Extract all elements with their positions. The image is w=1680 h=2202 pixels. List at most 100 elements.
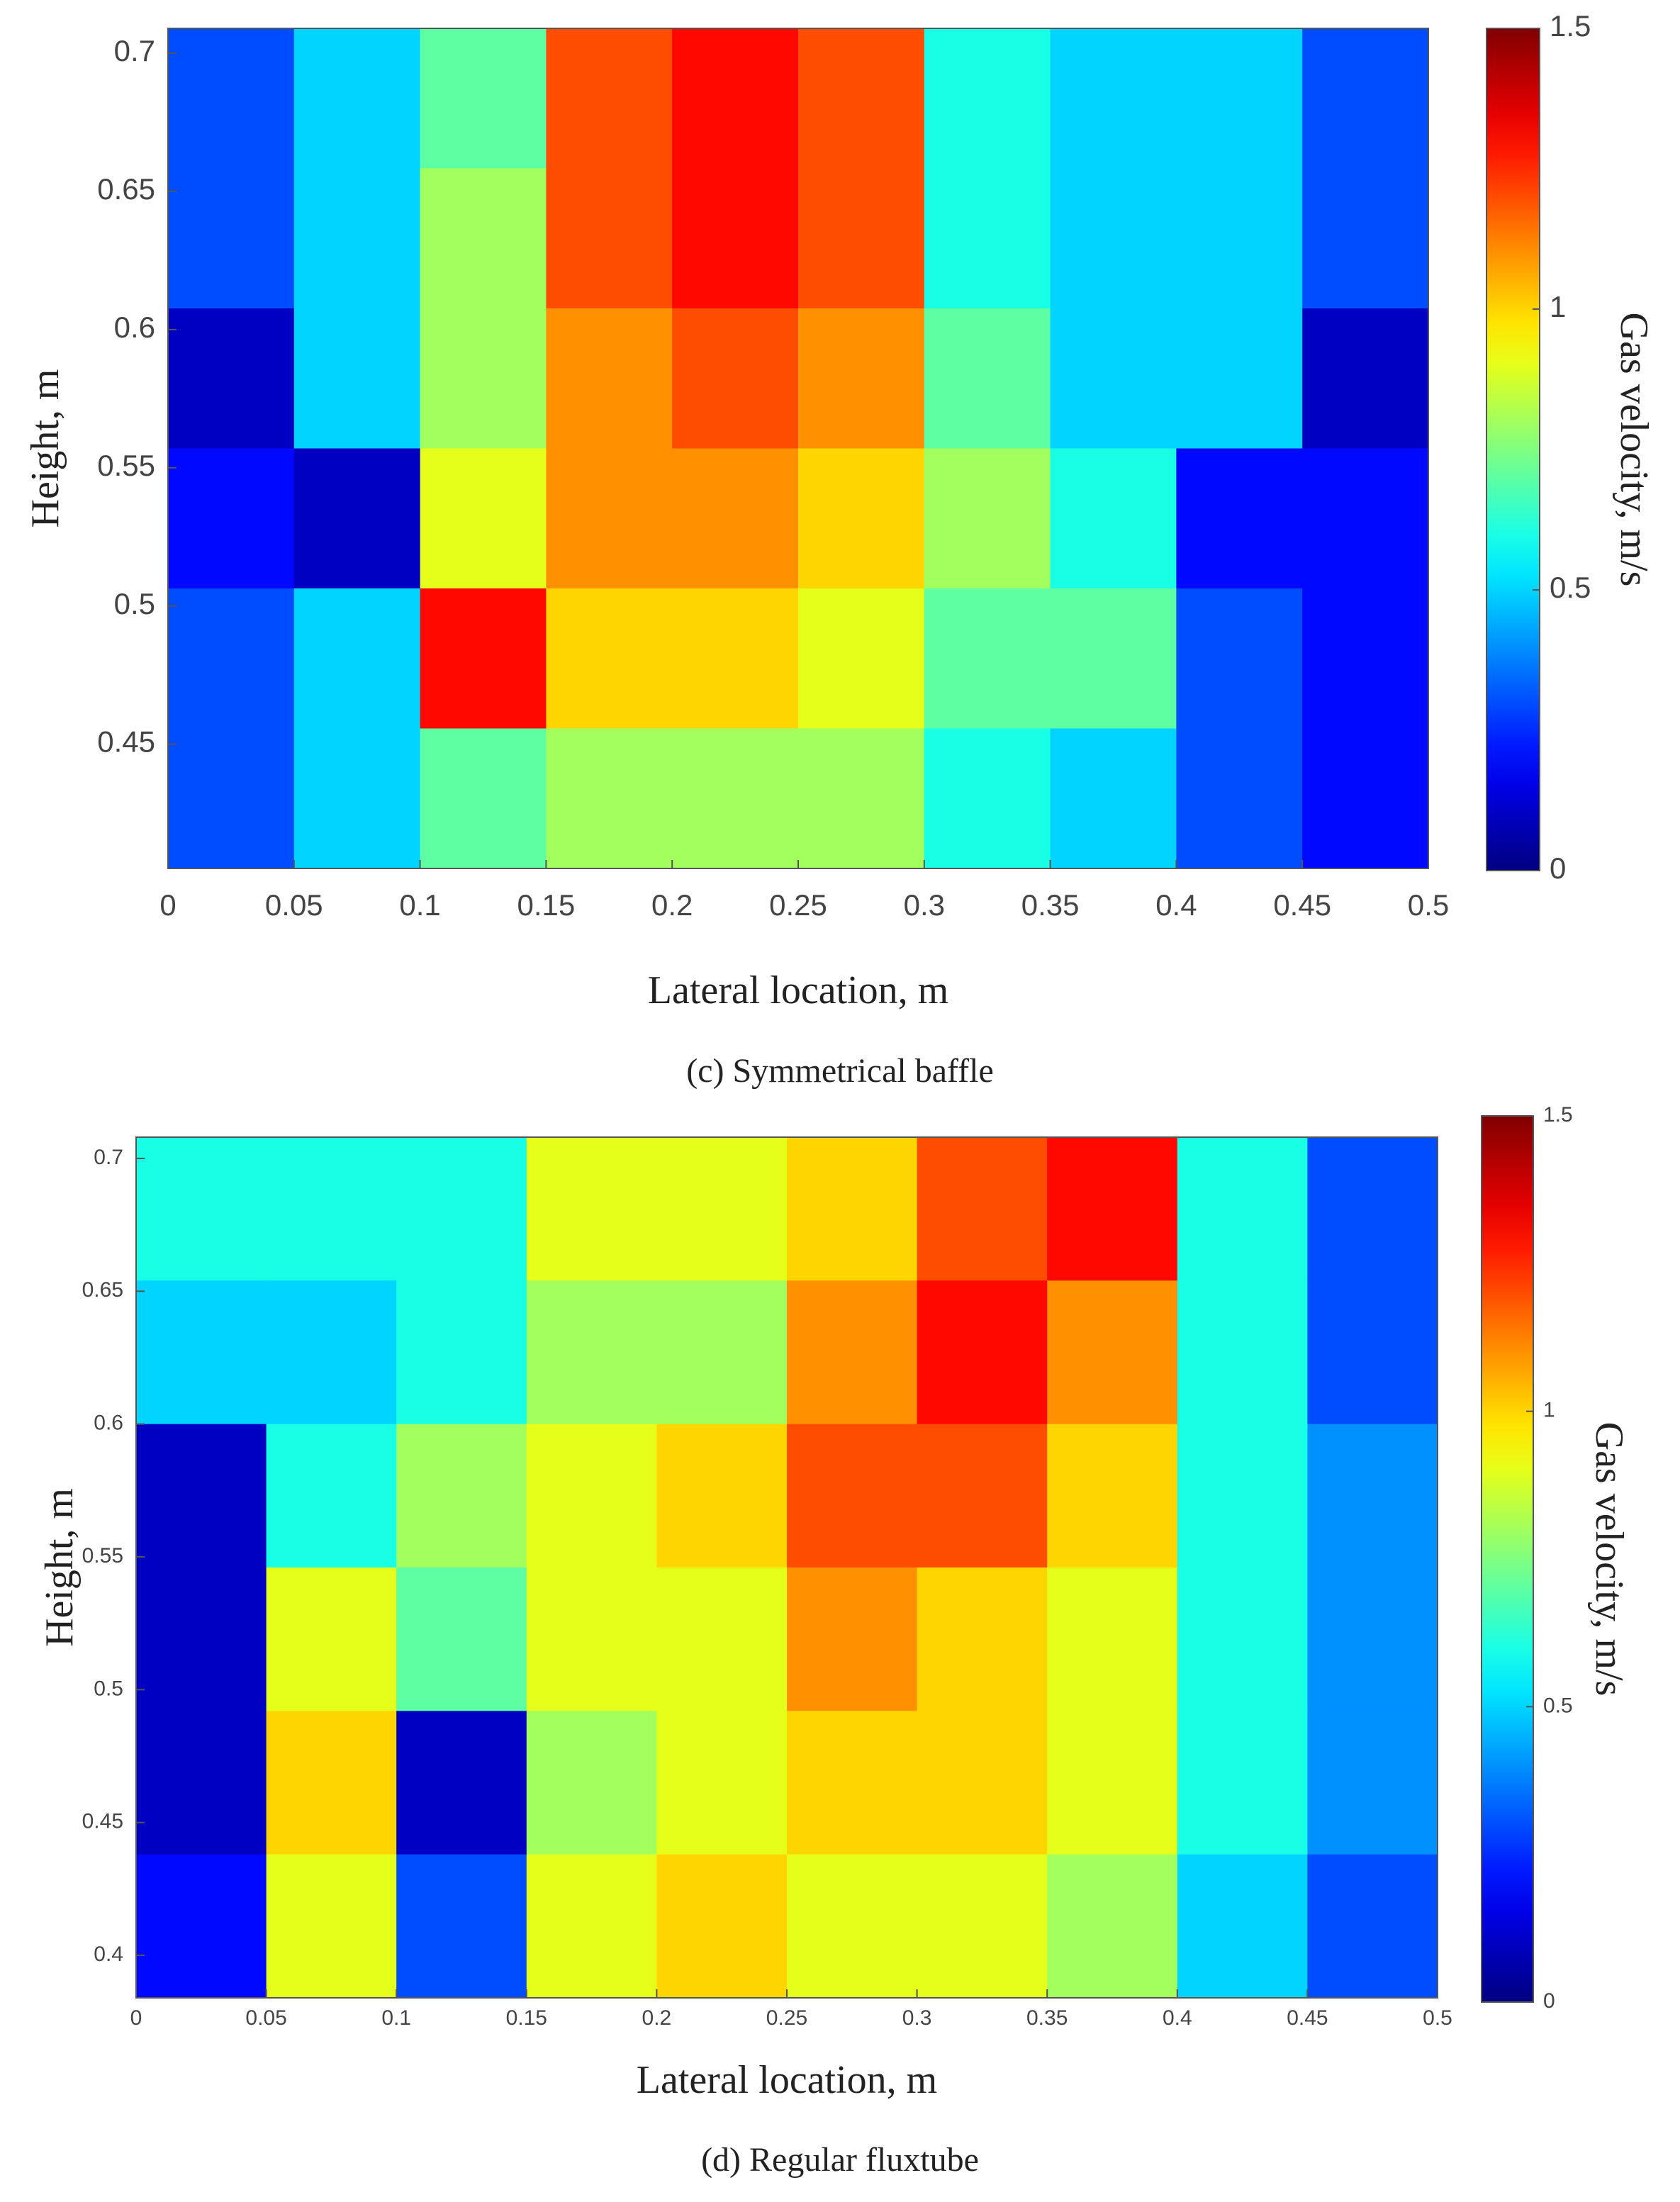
velocity-cell [293, 448, 421, 589]
colorbar-label: Gas velocity, m/s [1612, 313, 1656, 587]
velocity-cell [1307, 1424, 1438, 1568]
velocity-cell [1307, 1567, 1438, 1711]
y-tick-label: 0.55 [82, 1544, 123, 1567]
velocity-cell [672, 448, 799, 589]
velocity-cell [798, 728, 925, 869]
velocity-cell [1177, 1137, 1308, 1281]
velocity-cell [787, 1280, 918, 1425]
velocity-cell [1050, 728, 1177, 869]
velocity-cell [917, 1567, 1048, 1711]
velocity-cell [526, 1854, 657, 1999]
x-tick-label: 0 [159, 888, 176, 922]
colorbar-label: Gas velocity, m/s [1587, 1422, 1631, 1697]
velocity-cell [136, 1424, 267, 1568]
velocity-cell [1176, 308, 1303, 449]
velocity-cell [924, 728, 1051, 869]
y-tick-label: 0.45 [97, 725, 155, 759]
velocity-cell [168, 308, 295, 449]
velocity-cell [917, 1854, 1048, 1999]
x-tick-label: 0 [130, 2006, 142, 2030]
velocity-cell [798, 28, 925, 169]
velocity-cell [1307, 1137, 1438, 1281]
x-tick-label: 0.4 [1163, 2006, 1192, 2030]
x-tick-label: 0.35 [1026, 2006, 1068, 2030]
y-axis-label: Height, m [38, 1488, 82, 1647]
velocity-cell [266, 1424, 397, 1568]
velocity-cell [168, 28, 295, 169]
velocity-cell [917, 1137, 1048, 1281]
velocity-cell [293, 28, 421, 169]
velocity-cell [396, 1280, 527, 1425]
velocity-cell [168, 448, 295, 589]
velocity-cell [787, 1137, 918, 1281]
velocity-cell [1050, 448, 1177, 589]
velocity-cell [672, 728, 799, 869]
x-tick-label: 0.3 [902, 2006, 932, 2030]
velocity-cell [293, 168, 421, 309]
velocity-cell [787, 1854, 918, 1999]
velocity-cell [1307, 1854, 1438, 1999]
velocity-cell [924, 308, 1051, 449]
velocity-cell [266, 1711, 397, 1855]
velocity-cell [672, 28, 799, 169]
velocity-cell [136, 1567, 267, 1711]
velocity-cell [1176, 728, 1303, 869]
velocity-cell [396, 1854, 527, 1999]
velocity-cell [293, 728, 421, 869]
x-tick-label: 0.5 [1408, 888, 1449, 922]
velocity-cell [266, 1137, 397, 1281]
velocity-cell [546, 308, 673, 449]
velocity-cell [168, 588, 295, 729]
x-tick-label: 0.35 [1021, 888, 1080, 922]
colorbar-tick-label: 0.5 [1543, 1694, 1573, 1717]
x-tick-label: 0.1 [399, 888, 440, 922]
velocity-cell [656, 1424, 788, 1568]
velocity-cell [526, 1567, 657, 1711]
velocity-cell [1307, 1711, 1438, 1855]
velocity-cell [136, 1280, 267, 1425]
velocity-cell [396, 1424, 527, 1568]
velocity-cell [396, 1137, 527, 1281]
velocity-cell [420, 28, 547, 169]
velocity-cell [1176, 448, 1303, 589]
y-tick-label: 0.4 [94, 1943, 123, 1966]
y-tick-label: 0.7 [94, 1146, 123, 1169]
velocity-cell [917, 1424, 1048, 1568]
y-tick-label: 0.65 [82, 1278, 123, 1302]
velocity-cell [293, 308, 421, 449]
velocity-cell [656, 1567, 788, 1711]
x-tick-label: 0.5 [1423, 2006, 1452, 2030]
y-tick-label: 0.6 [94, 1412, 123, 1435]
velocity-cell [924, 448, 1051, 589]
velocity-cell [798, 588, 925, 729]
colorbar-tick-label: 0 [1543, 1989, 1555, 2013]
y-tick-label: 0.45 [82, 1810, 123, 1833]
colorbar [1481, 1115, 1534, 2003]
velocity-cell [1177, 1424, 1308, 1568]
x-tick-label: 0.4 [1155, 888, 1197, 922]
velocity-cell [546, 168, 673, 309]
x-tick-label: 0.1 [381, 2006, 411, 2030]
velocity-cell [787, 1567, 918, 1711]
velocity-cell [1302, 728, 1429, 869]
velocity-cell [1302, 168, 1429, 309]
x-tick-label: 0.15 [517, 888, 576, 922]
colorbar-tick-label: 0 [1550, 851, 1566, 885]
velocity-cell [136, 1711, 267, 1855]
velocity-cell [917, 1711, 1048, 1855]
y-tick-label: 0.55 [97, 449, 155, 482]
velocity-cell [656, 1280, 788, 1425]
velocity-cell [526, 1137, 657, 1281]
x-tick-label: 0.25 [769, 888, 827, 922]
velocity-cell [266, 1280, 397, 1425]
velocity-cell [526, 1280, 657, 1425]
velocity-cell [1050, 308, 1177, 449]
velocity-cell [1047, 1567, 1178, 1711]
velocity-cell [293, 588, 421, 729]
velocity-cell [1047, 1711, 1178, 1855]
velocity-cell [798, 308, 925, 449]
velocity-cell [798, 448, 925, 589]
velocity-cell [672, 588, 799, 729]
colorbar-tick-label: 1.5 [1543, 1103, 1573, 1127]
x-tick-label: 0.05 [265, 888, 323, 922]
